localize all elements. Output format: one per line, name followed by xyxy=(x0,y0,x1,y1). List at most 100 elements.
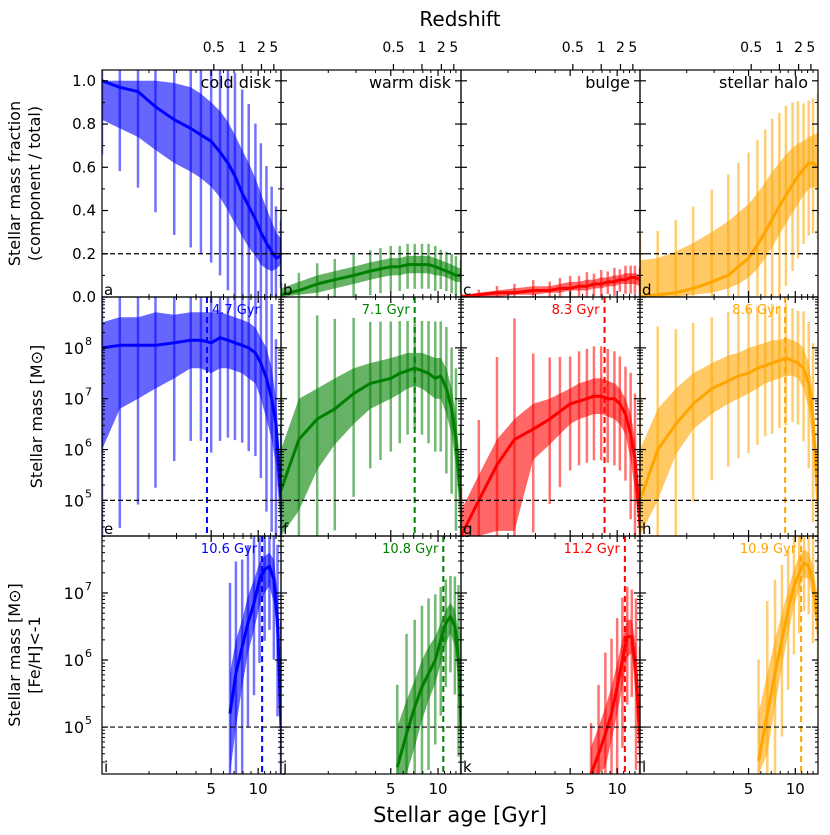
x-tick-label: 5 xyxy=(206,780,216,798)
redshift-tick-label: 1 xyxy=(238,40,247,56)
x-tick-label: 5 xyxy=(386,780,396,798)
peak-age-label: 4.7 Gyr xyxy=(212,303,261,318)
component-title: cold disk xyxy=(201,73,272,92)
tick-base: 10 xyxy=(64,441,84,460)
panel-letter: j xyxy=(282,758,287,776)
y-tick-label: 0.2 xyxy=(72,245,96,263)
row-y-label: Stellar mass fraction xyxy=(5,101,24,266)
band-mass xyxy=(461,378,640,536)
median-line-mass xyxy=(102,336,281,501)
component-title: stellar halo xyxy=(719,73,808,92)
redshift-tick-label: 2 xyxy=(616,40,625,56)
median-line-mass xyxy=(281,366,461,501)
y-tick-label: 1.0 xyxy=(72,72,96,90)
y-tick-label-base: 10 xyxy=(64,390,84,409)
band-fraction xyxy=(461,273,640,297)
band-fraction xyxy=(640,132,818,297)
redshift-tick-label: 0.5 xyxy=(740,40,762,56)
median-line-metal-poor xyxy=(395,615,461,768)
x-tick-label: 10 xyxy=(429,780,448,798)
panel-letter: d xyxy=(642,281,652,299)
axes-layer xyxy=(101,64,819,775)
tick-base: 10 xyxy=(64,718,84,737)
y-tick-label-base: 10 xyxy=(64,491,84,510)
median-line-layer xyxy=(102,79,818,774)
panel-letter: a xyxy=(104,281,113,299)
median-line-fraction xyxy=(281,263,461,297)
tick-exponent: 6 xyxy=(85,437,92,450)
label-layer: 4.7 Gyr 10.6 Gyr cold disk a e i 7.1 Gyr 10.8 G… xyxy=(5,7,815,827)
median-line-mass xyxy=(461,394,640,536)
row-y-label: (component / total) xyxy=(25,106,44,261)
tick-base: 10 xyxy=(64,584,84,603)
panel-letter: i xyxy=(104,758,108,776)
y-tick-label: 0.6 xyxy=(72,158,96,176)
tick-exponent: 7 xyxy=(85,386,92,399)
redshift-tick-label: 5 xyxy=(269,40,278,56)
redshift-tick-label: 2 xyxy=(794,40,803,56)
tick-exponent: 5 xyxy=(85,487,92,500)
x-tick-label: 10 xyxy=(786,780,805,798)
panel-frame xyxy=(639,535,819,775)
peak-age-label: 10.8 Gyr xyxy=(382,542,439,557)
tick-base: 10 xyxy=(64,339,84,358)
peak-age-label: 7.1 Gyr xyxy=(362,303,411,318)
panel-letter: l xyxy=(642,758,646,776)
component-title: warm disk xyxy=(369,73,452,92)
y-tick-label-base: 10 xyxy=(64,584,84,603)
band-mass xyxy=(281,352,461,536)
redshift-tick-label: 1 xyxy=(597,40,606,56)
band-mass xyxy=(102,312,281,531)
band-fraction xyxy=(102,80,281,272)
median-line-metal-poor xyxy=(589,635,640,774)
x-tick-label: 5 xyxy=(744,780,754,798)
component-title: bulge xyxy=(585,73,630,92)
peak-age-label: 10.6 Gyr xyxy=(201,542,258,557)
y-tick-label: 0.8 xyxy=(72,115,96,133)
row-y-label: Stellar mass [M⊙] xyxy=(5,583,24,726)
peak-age-label: 10.9 Gyr xyxy=(740,542,797,557)
tick-base: 10 xyxy=(64,390,84,409)
y-tick-label: 0.0 xyxy=(72,288,96,306)
median-line-fraction xyxy=(102,79,281,260)
redshift-tick-label: 1 xyxy=(775,40,784,56)
median-line-mass xyxy=(640,356,818,501)
row-y-label: [Fe/H]<-1 xyxy=(25,616,44,693)
panel-letter: f xyxy=(283,520,289,538)
redshift-tick-label: 5 xyxy=(806,40,815,56)
tick-base: 10 xyxy=(64,651,84,670)
redshift-tick-label: 2 xyxy=(437,40,446,56)
y-tick-label-base: 10 xyxy=(64,339,84,358)
error-bar-layer xyxy=(102,70,818,774)
panel-letter: g xyxy=(463,520,473,538)
tick-exponent: 7 xyxy=(85,580,92,593)
y-tick-label-base: 10 xyxy=(64,441,84,460)
redshift-tick-label: 5 xyxy=(628,40,637,56)
tick-exponent: 6 xyxy=(85,647,92,660)
y-tick-label: 0.4 xyxy=(72,202,96,220)
panel-letter: e xyxy=(104,520,113,538)
redshift-tick-label: 0.5 xyxy=(562,40,584,56)
panel-frame xyxy=(460,535,641,775)
median-line-fraction xyxy=(640,161,818,297)
peak-age-label: 11.2 Gyr xyxy=(564,542,621,557)
y-tick-label-base: 10 xyxy=(64,718,84,737)
tick-exponent: 8 xyxy=(85,335,92,348)
x-tick-label: 10 xyxy=(249,780,268,798)
panel-letter: k xyxy=(463,758,472,776)
tick-exponent: 5 xyxy=(85,714,92,727)
redshift-tick-label: 5 xyxy=(449,40,458,56)
panel-letter: h xyxy=(642,520,652,538)
redshift-tick-label: 0.5 xyxy=(203,40,225,56)
redshift-tick-label: 2 xyxy=(257,40,266,56)
band-mass xyxy=(640,337,818,536)
reference-line-layer xyxy=(102,253,818,774)
redshift-tick-label: 1 xyxy=(418,40,427,56)
redshift-tick-label: 0.5 xyxy=(382,40,404,56)
peak-age-label: 8.3 Gyr xyxy=(552,303,601,318)
x-axis-title: Stellar age [Gyr] xyxy=(373,803,547,827)
x-tick-label: 10 xyxy=(608,780,627,798)
panel-frame xyxy=(460,69,641,298)
panel-letter: c xyxy=(463,281,471,299)
median-line-metal-poor xyxy=(757,561,818,761)
